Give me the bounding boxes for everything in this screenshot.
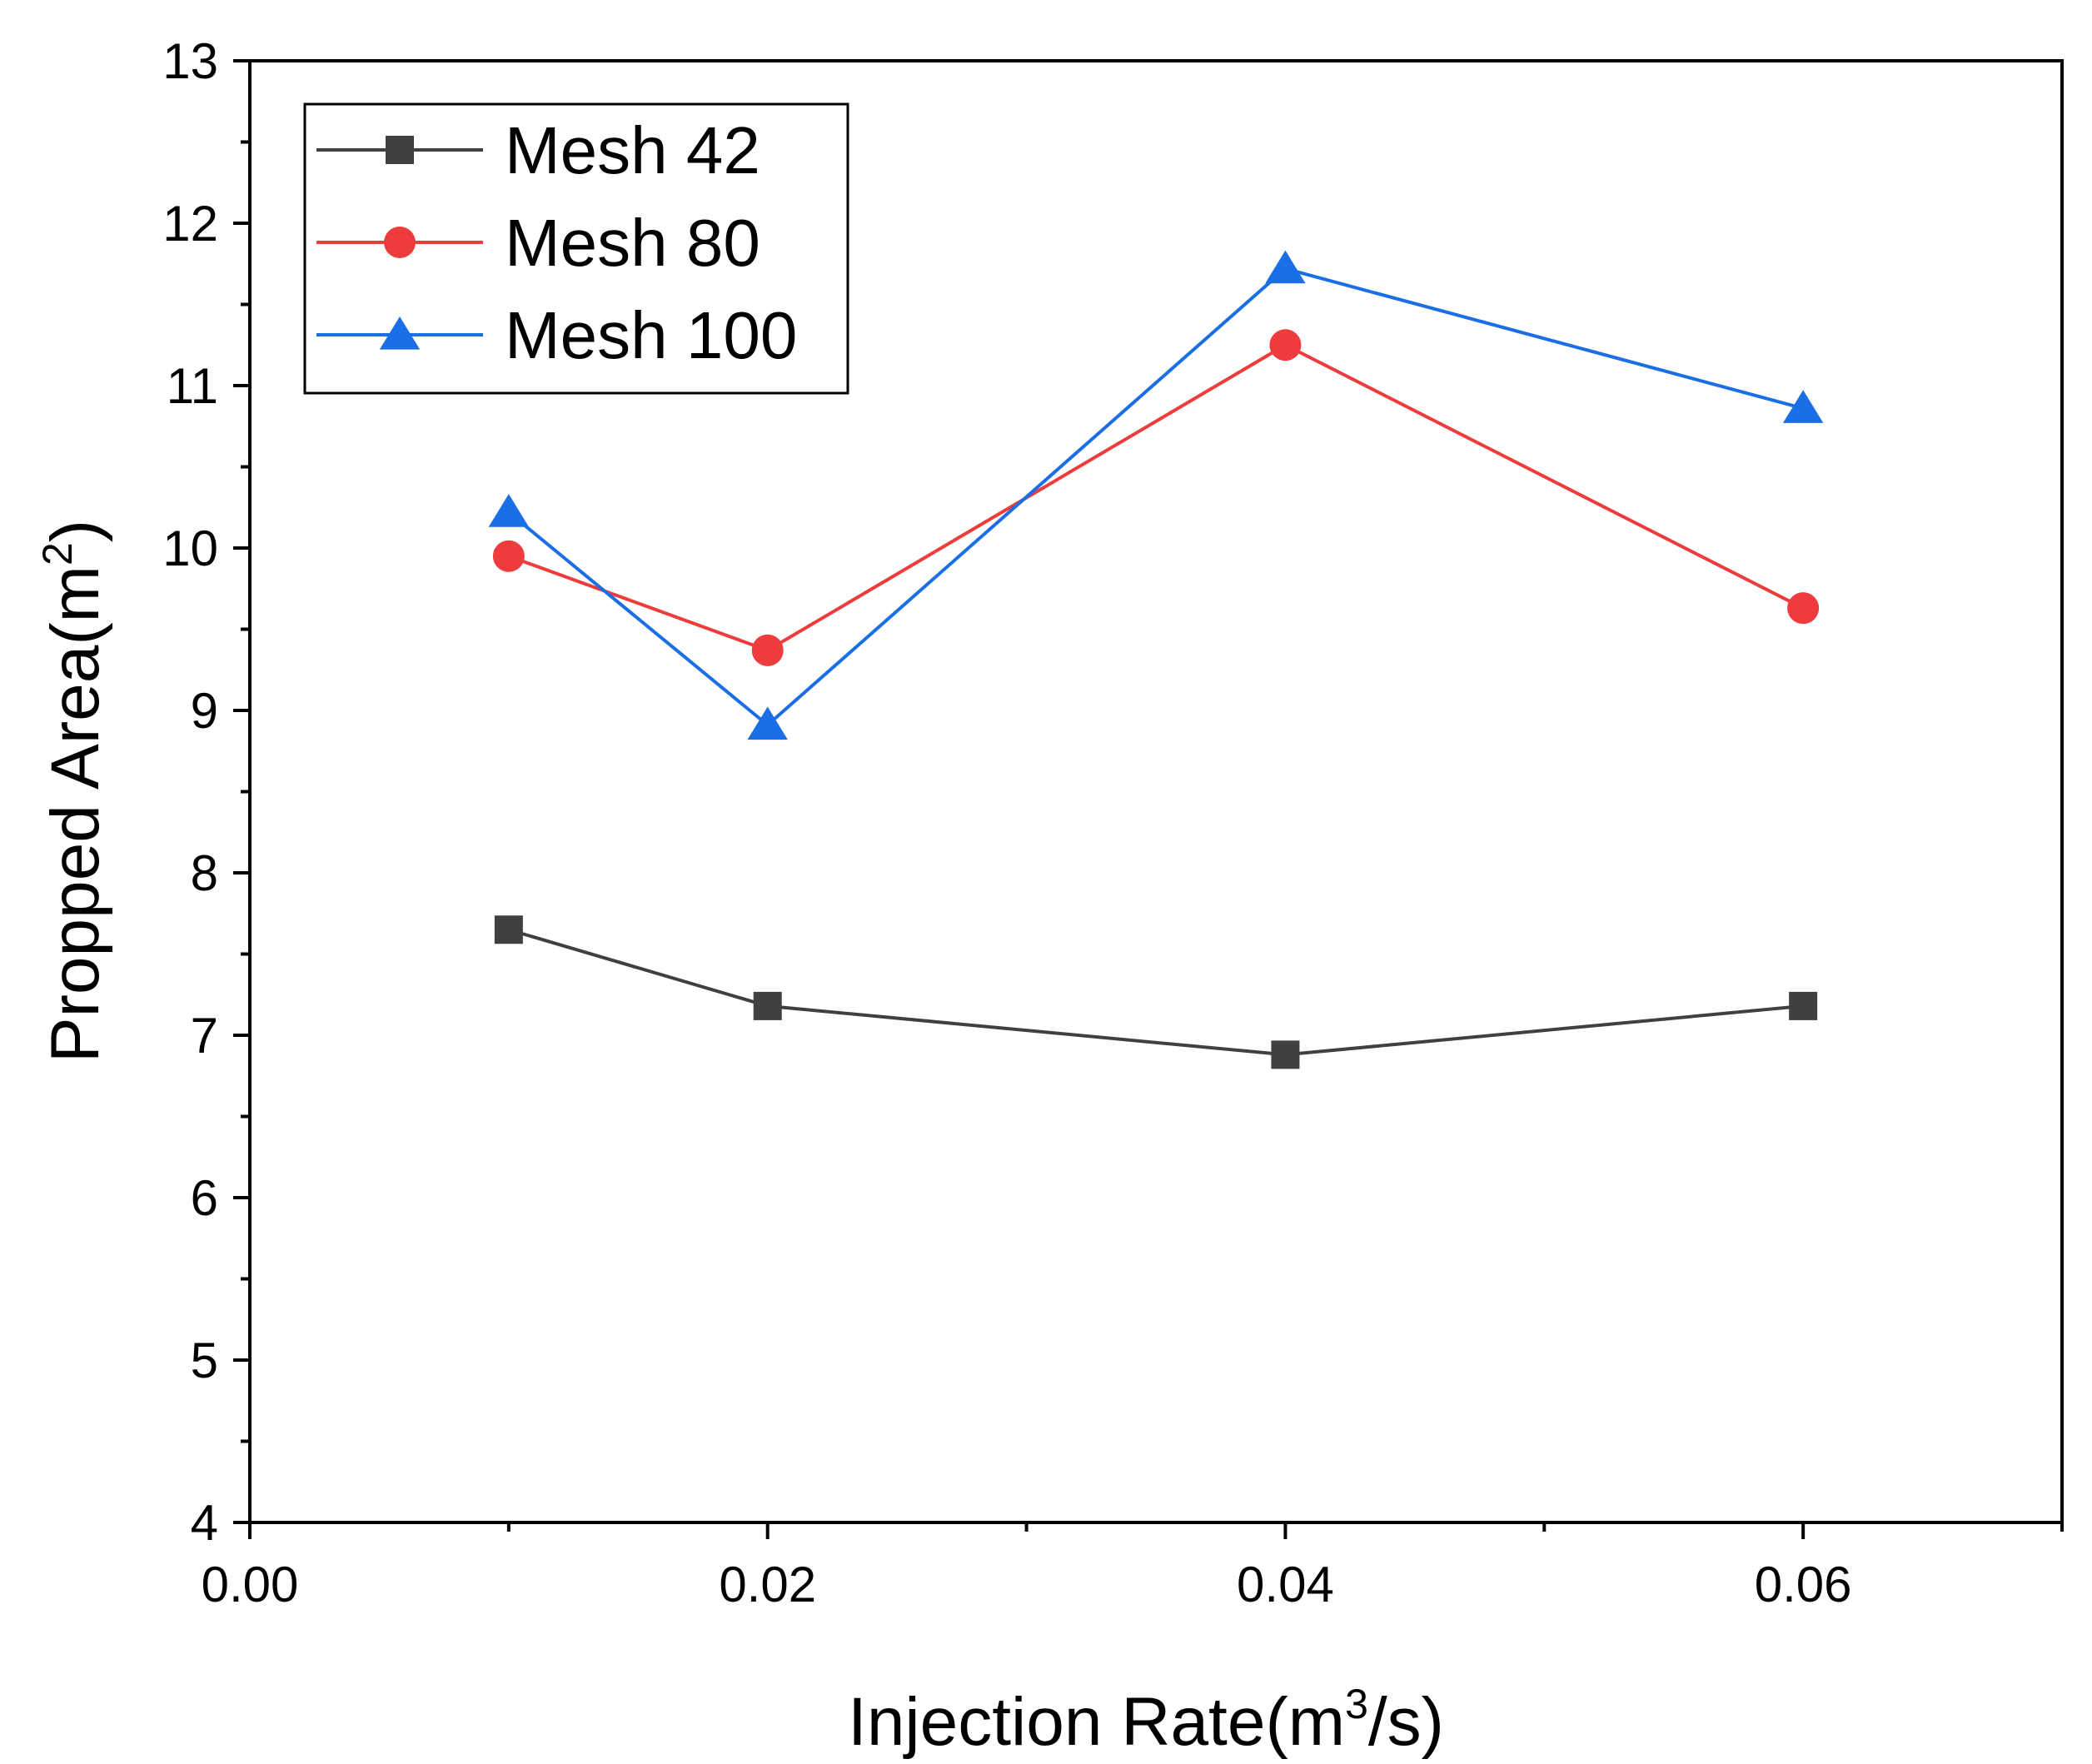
data-point <box>492 540 525 572</box>
legend-marker <box>384 227 416 258</box>
data-point <box>1269 329 1302 361</box>
data-point <box>1265 250 1306 284</box>
data-point <box>488 494 530 527</box>
x-tick-label: 0.00 <box>202 1557 299 1612</box>
y-axis: 4 5 6 7 8 9 10 11 12 13 <box>162 33 250 1551</box>
series-line <box>507 267 1804 728</box>
x-tick-label: 0.06 <box>1755 1557 1852 1612</box>
legend: Mesh 42 Mesh 80 Mesh 100 <box>303 102 849 395</box>
y-tick-label: 12 <box>162 196 218 252</box>
y-tick-label: 5 <box>191 1333 218 1388</box>
x-axis: 0.00 0.02 0.04 0.06 <box>202 1522 2064 1612</box>
y-tick-label: 8 <box>191 845 218 901</box>
y-tick-label: 9 <box>191 683 218 739</box>
legend-item: Mesh 80 <box>316 206 760 280</box>
x-tick-label: 0.02 <box>719 1557 816 1612</box>
data-point <box>753 991 782 1020</box>
legend-item: Mesh 42 <box>316 113 760 187</box>
data-point <box>1787 592 1820 625</box>
y-axis-title: Propped Area(m2) <box>34 520 113 1063</box>
y-tick-label: 11 <box>167 358 218 414</box>
x-axis-title: Injection Rate(m3/s) <box>848 1681 1444 1760</box>
y-tick-label: 4 <box>191 1495 218 1551</box>
data-point <box>494 915 523 944</box>
legend-item: Mesh 100 <box>316 298 797 372</box>
data-point <box>751 634 784 666</box>
series-line <box>508 928 1804 1057</box>
x-tick-label: 0.04 <box>1237 1557 1334 1612</box>
data-point <box>747 706 788 740</box>
data-point <box>1782 390 1824 423</box>
y-tick-label: 7 <box>191 1008 218 1064</box>
legend-marker <box>386 136 414 164</box>
y-tick-label: 6 <box>191 1170 218 1226</box>
legend-label: Mesh 100 <box>505 298 797 372</box>
data-point <box>1789 991 1818 1020</box>
y-tick-label: 13 <box>162 33 218 89</box>
legend-label: Mesh 42 <box>505 113 760 187</box>
series-layer <box>488 250 1824 1069</box>
data-point <box>1271 1040 1300 1069</box>
legend-label: Mesh 80 <box>505 206 760 280</box>
series-mesh-42 <box>494 915 1818 1069</box>
legend-marker <box>379 316 421 350</box>
series-mesh-100 <box>488 250 1824 740</box>
y-tick-label: 10 <box>162 521 218 576</box>
